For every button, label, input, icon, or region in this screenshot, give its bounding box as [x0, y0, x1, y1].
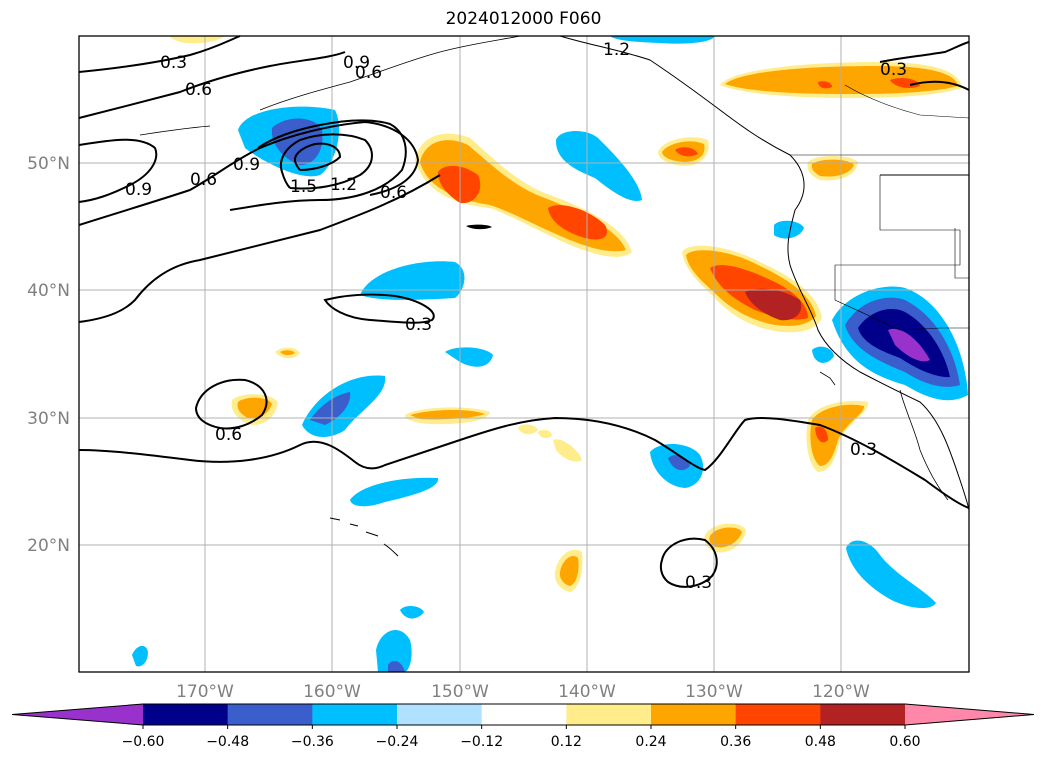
pos-area	[559, 555, 579, 586]
pos-area	[810, 404, 865, 466]
colorbar-extend-left	[12, 704, 143, 725]
pos-area	[818, 81, 832, 89]
colorbar-tick-label: 0.36	[720, 734, 751, 750]
lon-label: 160°W	[303, 682, 361, 702]
contour-label: 0.9	[343, 53, 370, 73]
colorbar-tick-label: 0.48	[805, 734, 836, 750]
colorbar-tick-label: −0.24	[376, 734, 419, 750]
pos-area	[466, 224, 492, 230]
colorbar-segment	[566, 704, 652, 725]
neg-area	[888, 328, 930, 362]
contour-lines	[78, 35, 970, 588]
pos-area	[890, 78, 920, 88]
gridlines	[79, 36, 969, 672]
latitude-labels: 50°N 40°N 30°N 20°N	[27, 154, 70, 556]
pos-area	[410, 409, 485, 420]
neg-area	[555, 131, 642, 201]
lon-label: 120°W	[812, 682, 870, 702]
colorbar-tick-label: 0.24	[635, 734, 666, 750]
lon-label: 150°W	[431, 682, 489, 702]
pos-area	[538, 429, 552, 439]
colorbar-segment	[397, 704, 483, 725]
contour-label: 1.5	[290, 177, 317, 197]
coastlines	[139, 35, 970, 557]
lat-label: 30°N	[27, 409, 70, 429]
pos-area	[438, 165, 481, 204]
pos-area	[745, 288, 802, 321]
colorbar-tick-label: 0.60	[889, 734, 920, 750]
pos-area	[675, 147, 698, 157]
lon-label: 140°W	[558, 682, 616, 702]
longitude-labels: 170°W 160°W 150°W 140°W 130°W 120°W	[176, 682, 870, 702]
colorbar-segment	[312, 704, 398, 725]
lon-label: 170°W	[176, 682, 234, 702]
neg-area	[846, 540, 936, 609]
contour-label: 0.3	[685, 573, 712, 593]
contour-label: 0.6	[215, 425, 242, 445]
colorbar-segment	[651, 704, 737, 725]
colorbar: −0.60 −0.48 −0.36 −0.24 −0.12 0.12 0.24 0.36 0.4…	[11, 703, 1035, 750]
contour-label: 0.6	[380, 183, 407, 203]
lat-label: 40°N	[27, 281, 70, 301]
contour-label: 0.3	[405, 315, 432, 335]
colorbar-segment	[227, 704, 313, 725]
pos-area	[811, 159, 854, 177]
contour-label: 1.2	[330, 175, 357, 195]
neg-area	[310, 392, 351, 425]
colorbar-segment	[735, 704, 821, 725]
contour-label: 1.2	[603, 40, 630, 60]
colorbar-extend-right	[905, 704, 1034, 725]
lat-label: 20°N	[27, 536, 70, 556]
map-frame	[78, 35, 970, 673]
colorbar-segment	[143, 704, 229, 725]
neg-area	[376, 629, 412, 672]
contour-labels: 0.3 0.6 0.9 1.2 1.5 0.9 0.6 0.9 0.6 0.6 …	[125, 40, 907, 593]
neg-area	[774, 220, 804, 239]
pos-area	[280, 350, 295, 356]
neg-area	[445, 347, 493, 367]
colorbar-tick-label: −0.60	[122, 734, 165, 750]
contour-label: 0.6	[185, 80, 212, 100]
pos-area	[518, 424, 538, 435]
pos-area	[815, 426, 828, 443]
contour-label: 0.6	[190, 170, 217, 190]
map-title: 2024012000 F060	[445, 9, 602, 29]
contour-label: 0.3	[880, 60, 907, 80]
neg-area	[388, 660, 405, 672]
pos-area	[709, 527, 742, 548]
colorbar-tick-label: 0.12	[551, 734, 582, 750]
colorbar-tick-label: −0.12	[460, 734, 503, 750]
neg-area	[812, 346, 834, 363]
neg-area	[350, 477, 439, 507]
colorbar-tick-label: −0.48	[206, 734, 249, 750]
colorbar-segment	[820, 704, 906, 725]
contour-label: 0.3	[850, 440, 877, 460]
colorbar-segment	[481, 704, 567, 725]
contour-label: 0.9	[233, 155, 260, 175]
pos-area	[548, 205, 608, 240]
shaded-fields	[132, 36, 968, 672]
pos-area	[170, 36, 225, 44]
contour-label: 0.6	[355, 63, 382, 83]
colorbar-tick-label: −0.36	[291, 734, 334, 750]
lat-label: 50°N	[27, 154, 70, 174]
neg-area	[400, 606, 424, 619]
lon-label: 130°W	[685, 682, 743, 702]
contour-label: 0.9	[125, 180, 152, 200]
contour-label: 0.3	[160, 53, 187, 73]
neg-area	[132, 645, 148, 667]
pos-area	[553, 439, 582, 462]
neg-area	[610, 36, 715, 44]
